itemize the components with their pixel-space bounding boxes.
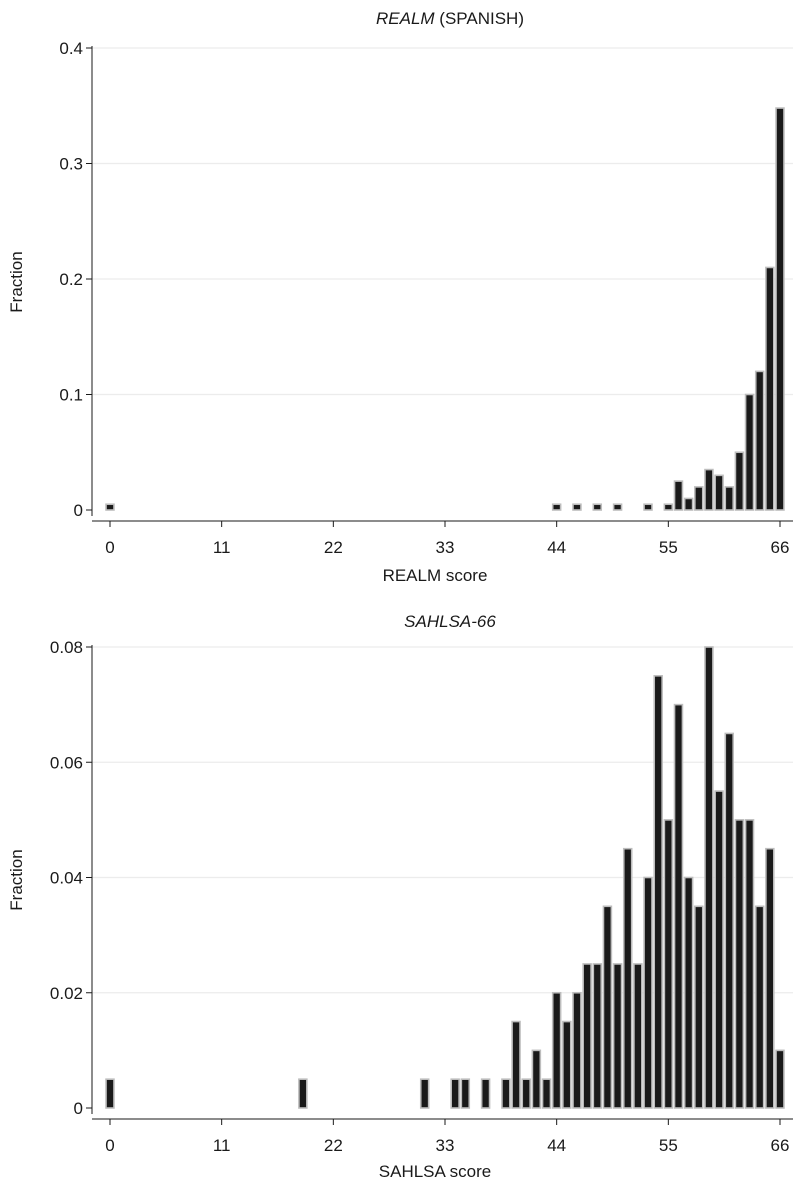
x-tick-label: 11 bbox=[213, 1136, 231, 1155]
histogram-bar bbox=[704, 646, 714, 1109]
x-tick-label: 0 bbox=[105, 1136, 114, 1155]
x-tick-label: 11 bbox=[213, 538, 231, 557]
histogram-bar bbox=[551, 503, 562, 511]
y-tick-label: 0.06 bbox=[50, 753, 83, 772]
histogram-bar bbox=[643, 876, 653, 1109]
histogram-bar bbox=[653, 675, 663, 1109]
chart-title-rest: (SPANISH) bbox=[435, 9, 524, 28]
histogram-bar bbox=[694, 905, 704, 1109]
histogram-bar bbox=[673, 703, 684, 1109]
histogram-bar bbox=[480, 1078, 491, 1109]
chart-title: SAHLSA-66 bbox=[404, 612, 496, 631]
y-tick-label: 0.04 bbox=[50, 869, 83, 888]
histogram-bar bbox=[582, 963, 592, 1109]
histogram-bar bbox=[765, 847, 775, 1109]
histogram-bar bbox=[592, 503, 603, 511]
histogram-bar bbox=[602, 905, 613, 1109]
histogram-bar bbox=[551, 991, 562, 1109]
y-tick-label: 0.02 bbox=[50, 984, 83, 1003]
y-tick-label: 0.2 bbox=[59, 270, 83, 289]
histogram-bar bbox=[298, 1078, 308, 1109]
histogram-bar bbox=[643, 503, 653, 511]
chart-title-italic: REALM bbox=[376, 9, 435, 28]
histogram-bar bbox=[775, 107, 785, 511]
histogram-bar bbox=[694, 486, 704, 511]
histogram-bar bbox=[562, 1020, 572, 1109]
x-axis-label: SAHLSA score bbox=[379, 1162, 491, 1181]
histogram-bar bbox=[622, 847, 633, 1109]
x-tick-label: 66 bbox=[771, 1136, 790, 1155]
histogram-bar bbox=[724, 732, 735, 1109]
histogram-bar bbox=[673, 480, 684, 511]
histogram-bar bbox=[765, 266, 775, 511]
chart-title: REALM (SPANISH) bbox=[376, 9, 524, 28]
histogram-bar bbox=[683, 497, 694, 511]
histogram-bar bbox=[714, 474, 724, 511]
histogram-bar bbox=[419, 1078, 430, 1109]
histogram-bar bbox=[572, 991, 582, 1109]
histogram-bar bbox=[633, 963, 643, 1109]
y-tick-label: 0.08 bbox=[50, 638, 83, 657]
chart-title-italic: SAHLSA-66 bbox=[404, 612, 496, 631]
histogram-bar bbox=[663, 819, 674, 1109]
histogram-bar bbox=[754, 905, 765, 1109]
x-tick-label: 66 bbox=[771, 538, 790, 557]
y-axis-label: Fraction bbox=[7, 251, 26, 312]
x-tick-label: 44 bbox=[547, 1136, 566, 1155]
histogram-bar bbox=[531, 1049, 542, 1109]
x-tick-label: 33 bbox=[436, 1136, 455, 1155]
histogram-bar bbox=[541, 1078, 552, 1109]
x-tick-label: 22 bbox=[324, 538, 343, 557]
y-tick-label: 0.4 bbox=[59, 39, 83, 58]
histogram-bar bbox=[734, 451, 745, 511]
histogram-bar bbox=[612, 503, 623, 511]
histogram-bar bbox=[521, 1078, 531, 1109]
x-tick-label: 55 bbox=[659, 538, 678, 557]
histogram-bar bbox=[450, 1078, 460, 1109]
histogram-bar bbox=[704, 468, 714, 511]
histogram-bar bbox=[744, 393, 755, 511]
histogram-bar bbox=[775, 1049, 785, 1109]
x-tick-label: 55 bbox=[659, 1136, 678, 1155]
histogram-bar bbox=[683, 876, 694, 1109]
x-tick-label: 33 bbox=[436, 538, 455, 557]
x-axis-label: REALM score bbox=[383, 566, 488, 585]
chart-panel-2: 0 0.02 0.04 0.06 0.08 0 11 22 33 44 55 66 SAHLSA-66 S… bbox=[7, 612, 793, 1181]
histogram-bar bbox=[501, 1078, 511, 1109]
y-axis-label: Fraction bbox=[7, 849, 26, 910]
y-tick-label: 0.1 bbox=[59, 386, 83, 405]
y-tick-label: 0.3 bbox=[59, 155, 83, 174]
histogram-bar bbox=[105, 503, 115, 511]
histogram-bar bbox=[754, 370, 765, 511]
histogram-bar bbox=[511, 1020, 521, 1109]
histogram-bar bbox=[744, 819, 755, 1109]
histogram-bar bbox=[663, 503, 674, 511]
histogram-bar bbox=[105, 1078, 115, 1109]
y-tick-label: 0 bbox=[74, 1099, 83, 1118]
x-tick-label: 0 bbox=[105, 538, 114, 557]
histogram-bar bbox=[714, 790, 724, 1109]
x-tick-label: 44 bbox=[547, 538, 566, 557]
x-tick-label: 22 bbox=[324, 1136, 343, 1155]
chart-panel-1: 0 0.1 0.2 0.3 0.4 0 11 22 33 44 55 66 REALM (SPANISH… bbox=[7, 9, 793, 585]
histogram-bar bbox=[612, 963, 623, 1109]
histogram-bar bbox=[734, 819, 745, 1109]
histogram-bar bbox=[460, 1078, 471, 1109]
histogram-bar bbox=[724, 486, 735, 511]
y-tick-label: 0 bbox=[74, 501, 83, 520]
histogram-bar bbox=[592, 963, 603, 1109]
histogram-bar bbox=[572, 503, 582, 511]
